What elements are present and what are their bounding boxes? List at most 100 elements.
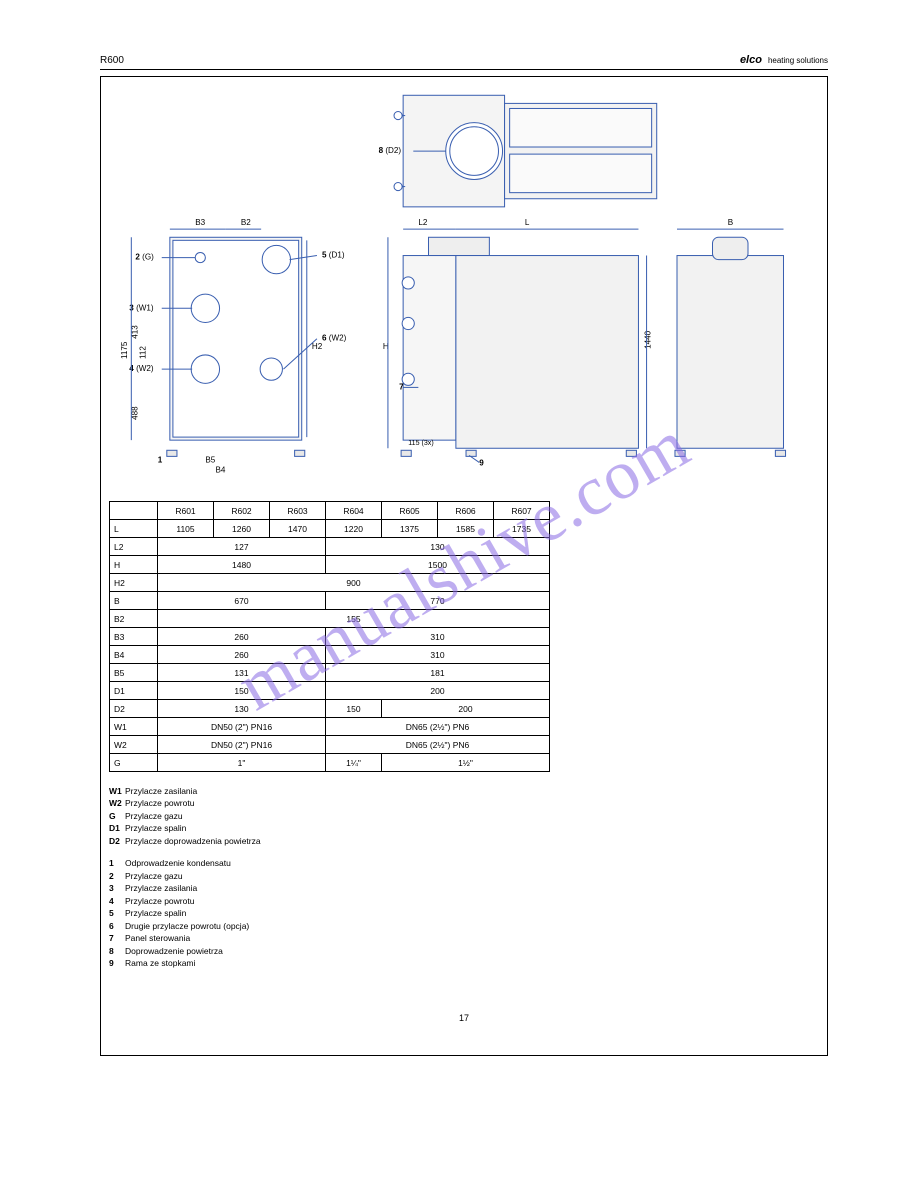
table-row: G1"1¼"1½" xyxy=(110,754,550,772)
table-cell: 200 xyxy=(382,700,550,718)
svg-text:3 (W1): 3 (W1) xyxy=(129,303,154,312)
svg-text:9: 9 xyxy=(479,459,484,468)
item-key: 2 xyxy=(109,871,125,882)
content-frame: manualshive.com 8 (D2) xyxy=(100,76,828,1056)
item-text: Przylacze zasilania xyxy=(125,883,819,894)
table-cell: B2 xyxy=(110,610,158,628)
svg-text:B: B xyxy=(728,218,733,227)
svg-text:112: 112 xyxy=(139,346,148,359)
item-key: 4 xyxy=(109,896,125,907)
table-cell: H2 xyxy=(110,574,158,592)
table-header-cell: R605 xyxy=(382,502,438,520)
svg-text:1440: 1440 xyxy=(644,330,653,349)
item-text: Rama ze stopkami xyxy=(125,958,819,969)
header-right: elco heating solutions xyxy=(740,54,828,66)
table-row: B2155 xyxy=(110,610,550,628)
table-cell: G xyxy=(110,754,158,772)
list-item: 4Przylacze powrotu xyxy=(109,896,819,907)
item-key: 7 xyxy=(109,933,125,944)
list-item: 2Przylacze gazu xyxy=(109,871,819,882)
table-row: B5131181 xyxy=(110,664,550,682)
table-row: B4260310 xyxy=(110,646,550,664)
item-key: 3 xyxy=(109,883,125,894)
svg-text:H2: H2 xyxy=(312,342,323,351)
table-cell: 181 xyxy=(326,664,550,682)
svg-text:L2: L2 xyxy=(418,218,428,227)
diagram-svg: 8 (D2) B3 xyxy=(109,83,819,493)
table-cell: 1375 xyxy=(382,520,438,538)
table-cell: 1105 xyxy=(158,520,214,538)
table-cell: H xyxy=(110,556,158,574)
svg-text:4 (W2): 4 (W2) xyxy=(129,364,154,373)
list-item: 5Przylacze spalin xyxy=(109,908,819,919)
table-row: W1DN50 (2") PN16DN65 (2½") PN6 xyxy=(110,718,550,736)
table-cell: 670 xyxy=(158,592,326,610)
table-cell: W2 xyxy=(110,736,158,754)
table-cell: DN50 (2") PN16 xyxy=(158,718,326,736)
dimensions-table: R601R602R603R604R605R606R607L11051260147… xyxy=(109,501,550,772)
svg-text:8 (D2): 8 (D2) xyxy=(379,146,402,155)
table-cell: B xyxy=(110,592,158,610)
table-cell: 260 xyxy=(158,628,326,646)
item-key: 9 xyxy=(109,958,125,969)
table-cell: 150 xyxy=(158,682,326,700)
table-cell: 1585 xyxy=(438,520,494,538)
table-row: D2130150200 xyxy=(110,700,550,718)
table-cell: 1220 xyxy=(326,520,382,538)
table-cell: 150 xyxy=(326,700,382,718)
table-row: B670770 xyxy=(110,592,550,610)
item-key: W1 xyxy=(109,786,125,797)
list-item: W2Przylacze powrotu xyxy=(109,798,819,809)
items-list: 1Odprowadzenie kondensatu2Przylacze gazu… xyxy=(109,858,819,969)
table-cell: B3 xyxy=(110,628,158,646)
table-cell: 1¼" xyxy=(326,754,382,772)
table-cell: 155 xyxy=(158,610,550,628)
item-key: G xyxy=(109,811,125,822)
list-item: 7Panel sterowania xyxy=(109,933,819,944)
header-left: R600 xyxy=(100,55,124,66)
svg-text:L: L xyxy=(525,218,530,227)
item-text: Przylacze zasilania xyxy=(125,786,819,797)
table-cell: 310 xyxy=(326,628,550,646)
table-cell: 1260 xyxy=(214,520,270,538)
item-text: Doprowadzenie powietrza xyxy=(125,946,819,957)
item-key: 8 xyxy=(109,946,125,957)
item-text: Przylacze spalin xyxy=(125,823,819,834)
table-cell: 1470 xyxy=(270,520,326,538)
table-row: H14801500 xyxy=(110,556,550,574)
list-item: W1Przylacze zasilania xyxy=(109,786,819,797)
table-header-cell: R603 xyxy=(270,502,326,520)
table-cell: L xyxy=(110,520,158,538)
item-key: D2 xyxy=(109,836,125,847)
list-item: D1Przylacze spalin xyxy=(109,823,819,834)
table-cell: 260 xyxy=(158,646,326,664)
table-cell: 130 xyxy=(158,700,326,718)
table-cell: L2 xyxy=(110,538,158,556)
svg-text:2 (G): 2 (G) xyxy=(135,253,154,262)
table-cell: B5 xyxy=(110,664,158,682)
item-text: Przylacze powrotu xyxy=(125,896,819,907)
brand: elco xyxy=(740,54,762,66)
svg-text:1175: 1175 xyxy=(120,341,129,359)
item-text: Panel sterowania xyxy=(125,933,819,944)
technical-diagram: 8 (D2) B3 xyxy=(109,83,819,493)
svg-text:115 (3x): 115 (3x) xyxy=(408,439,434,447)
table-cell: 130 xyxy=(326,538,550,556)
table-row: H2900 xyxy=(110,574,550,592)
svg-text:B4: B4 xyxy=(216,466,226,475)
item-key: 1 xyxy=(109,858,125,869)
table-header-cell: R601 xyxy=(158,502,214,520)
item-key: 6 xyxy=(109,921,125,932)
table-row: L1105126014701220137515851735 xyxy=(110,520,550,538)
table-row: L2127130 xyxy=(110,538,550,556)
table-cell: 131 xyxy=(158,664,326,682)
item-key: W2 xyxy=(109,798,125,809)
table-cell: B4 xyxy=(110,646,158,664)
item-text: Przylacze doprowadzenia powietrza xyxy=(125,836,819,847)
table-cell: 1480 xyxy=(158,556,326,574)
table-cell: DN65 (2½") PN6 xyxy=(326,718,550,736)
table-header-cell: R602 xyxy=(214,502,270,520)
list-item: 8Doprowadzenie powietrza xyxy=(109,946,819,957)
table-header-cell: R606 xyxy=(438,502,494,520)
svg-text:B3: B3 xyxy=(195,218,205,227)
